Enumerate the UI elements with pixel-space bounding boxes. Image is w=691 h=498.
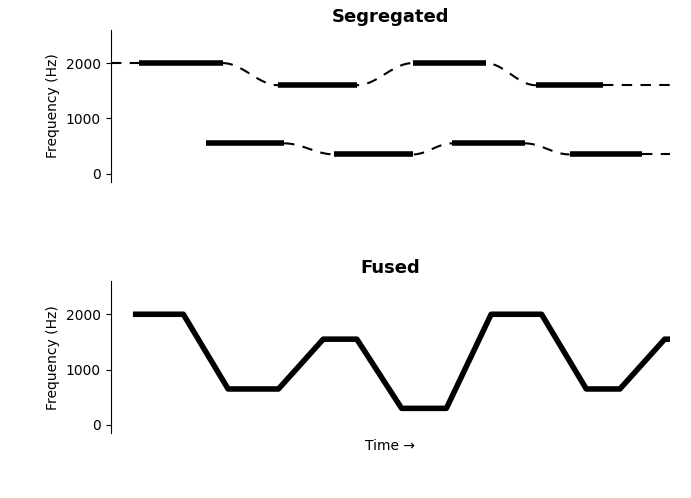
- X-axis label: Time →: Time →: [366, 439, 415, 453]
- Title: Segregated: Segregated: [332, 7, 449, 25]
- Y-axis label: Frequency (Hz): Frequency (Hz): [46, 54, 60, 158]
- Y-axis label: Frequency (Hz): Frequency (Hz): [46, 305, 60, 409]
- Title: Fused: Fused: [361, 258, 420, 277]
